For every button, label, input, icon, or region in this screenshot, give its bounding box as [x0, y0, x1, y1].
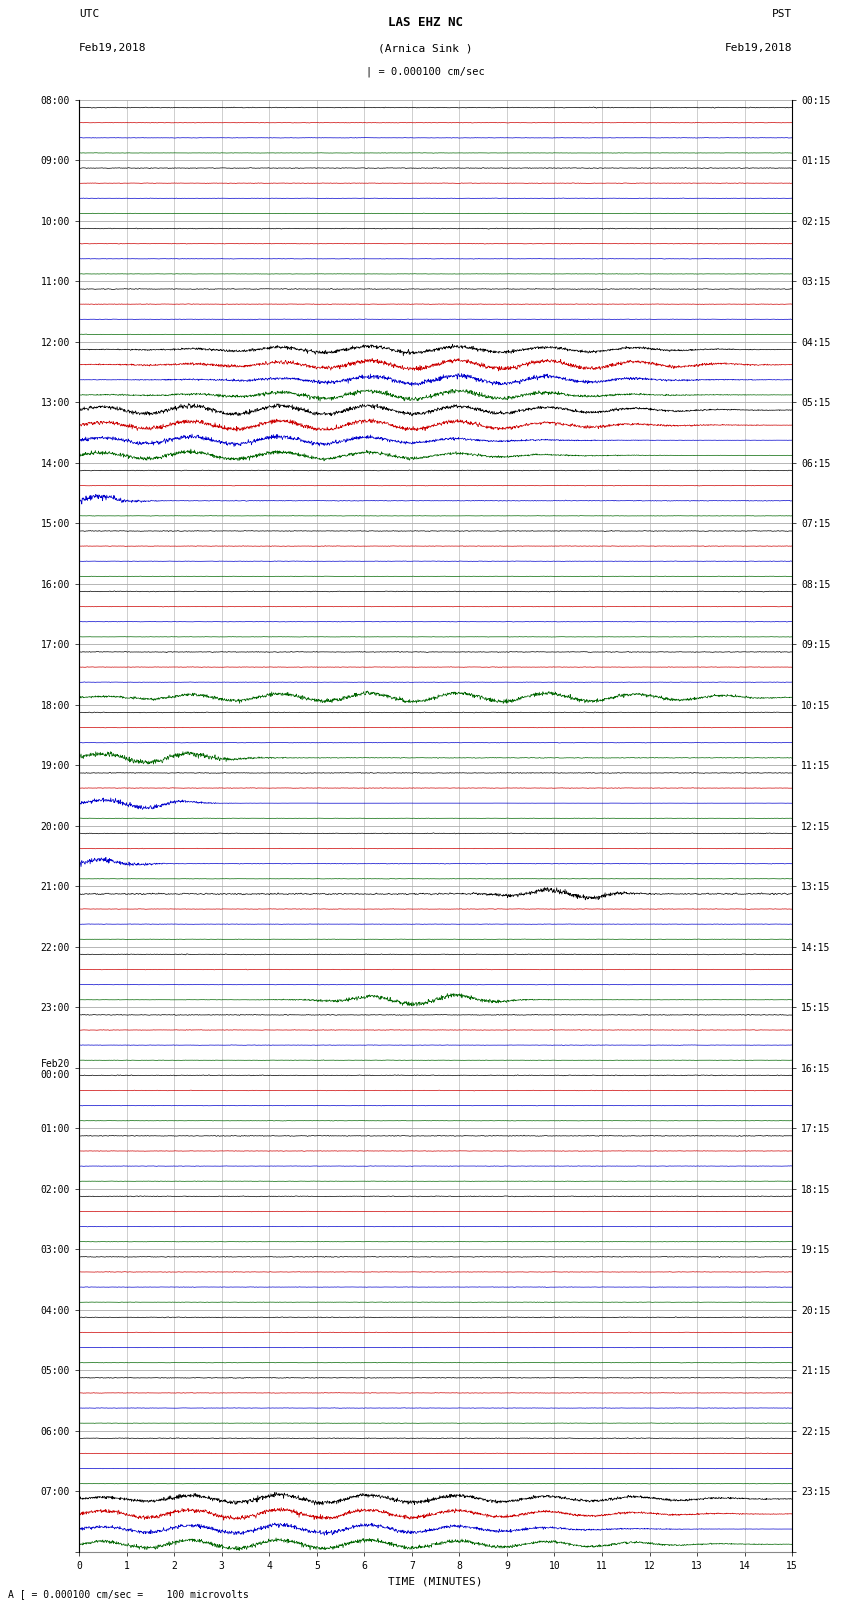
Text: | = 0.000100 cm/sec: | = 0.000100 cm/sec [366, 66, 484, 77]
Text: UTC: UTC [79, 10, 99, 19]
Text: (Arnica Sink ): (Arnica Sink ) [377, 44, 473, 53]
X-axis label: TIME (MINUTES): TIME (MINUTES) [388, 1576, 483, 1586]
Text: Feb19,2018: Feb19,2018 [79, 44, 146, 53]
Text: LAS EHZ NC: LAS EHZ NC [388, 16, 462, 29]
Text: Feb19,2018: Feb19,2018 [725, 44, 792, 53]
Text: A [ = 0.000100 cm/sec =    100 microvolts: A [ = 0.000100 cm/sec = 100 microvolts [8, 1589, 249, 1598]
Text: PST: PST [772, 10, 792, 19]
